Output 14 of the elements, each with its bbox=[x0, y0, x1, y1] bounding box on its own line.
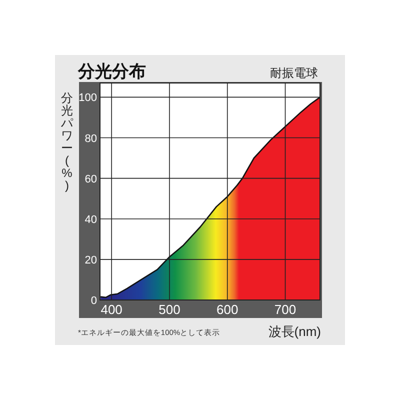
chart-subtitle: 耐振電球 bbox=[270, 66, 318, 80]
y-tick-label: 80 bbox=[84, 132, 97, 145]
y-axis-title: 分光パワー(%) bbox=[60, 91, 74, 192]
y-tick-label: 60 bbox=[84, 173, 97, 186]
x-axis-title: 波長(nm) bbox=[268, 324, 321, 339]
x-tick-label: 400 bbox=[100, 302, 122, 317]
y-tick-label: 0 bbox=[90, 295, 97, 307]
chart-title: 分光分布 bbox=[77, 62, 146, 81]
x-tick-label: 600 bbox=[216, 302, 238, 317]
x-tick-label: 700 bbox=[274, 302, 296, 317]
y-tick-label: 100 bbox=[78, 92, 97, 104]
y-tick-label: 40 bbox=[84, 214, 97, 226]
x-tick-label: 500 bbox=[158, 302, 180, 317]
y-tick-label: 20 bbox=[84, 254, 97, 266]
